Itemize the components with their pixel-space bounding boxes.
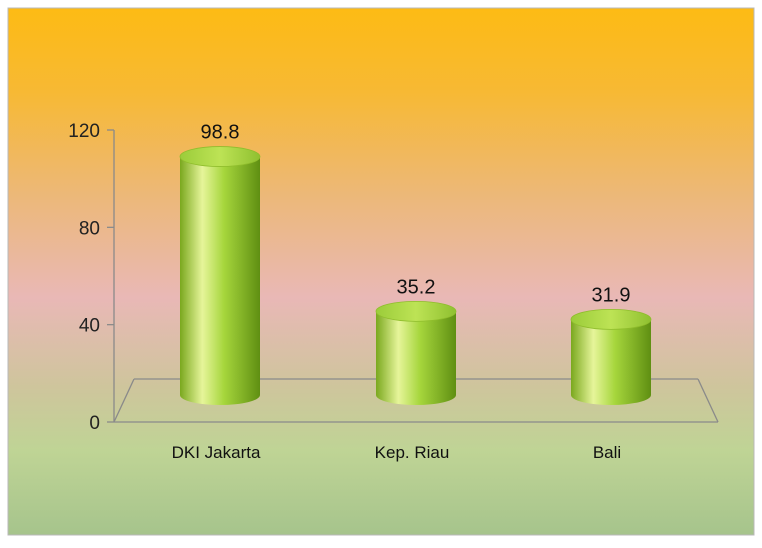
bar-body [571, 319, 651, 405]
category-label: Kep. Riau [375, 443, 450, 462]
bar-value-label: 98.8 [201, 122, 240, 144]
bar-top [570, 308, 652, 330]
y-tick-label: 0 [89, 413, 100, 434]
floor-left-edge [113, 378, 135, 423]
y-tick-label: 40 [79, 316, 100, 337]
category-label: Bali [593, 443, 621, 462]
bar-top [179, 146, 261, 167]
floor-right-edge [697, 378, 719, 423]
bar-body [180, 156, 260, 405]
y-tick-label: 80 [79, 218, 100, 239]
bar-body [376, 311, 456, 405]
bars [179, 146, 652, 405]
x-axis-labels: DKI Jakarta Kep. Riau Bali [172, 443, 622, 462]
bar-top [375, 300, 457, 322]
bar-value-label: 35.2 [397, 276, 436, 298]
y-tick-label: 120 [68, 121, 100, 142]
y-axis-ticks: 0 40 80 120 [68, 121, 100, 434]
chart-background [7, 7, 755, 536]
category-label: DKI Jakarta [172, 443, 261, 462]
bar-value-label: 31.9 [592, 284, 631, 306]
value-labels: 98.8 35.2 31.9 [201, 122, 631, 307]
